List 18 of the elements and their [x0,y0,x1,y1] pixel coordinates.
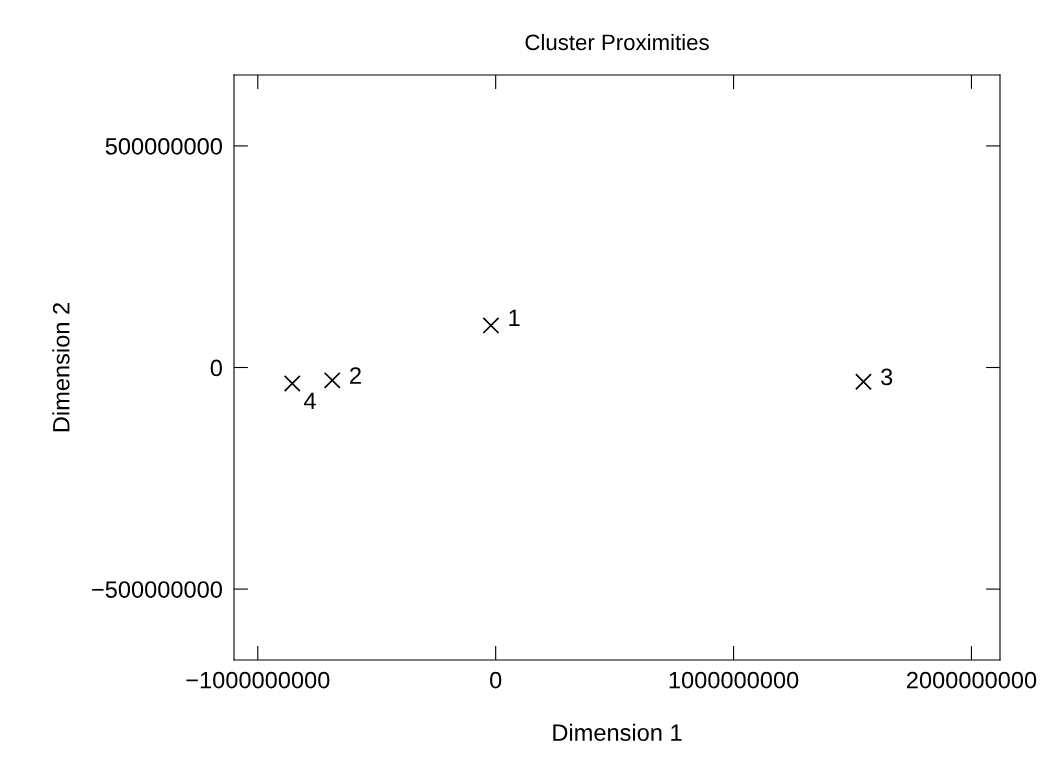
chart-title: Cluster Proximities [525,33,709,51]
x-axis-title: Dimension 1 [553,723,682,742]
point [482,316,500,334]
point [323,371,341,389]
annotation: 4 [303,392,316,409]
annotation: 2 [350,367,361,384]
y-tick-label: −500000000 [92,581,222,598]
x-tick-label: 0 [490,671,502,689]
point [283,375,301,392]
y-tick-label: 0 [210,359,222,377]
point [855,373,872,391]
x-tick-label: 2000000000 [906,671,1037,689]
x-tick-label: 1000000000 [669,671,799,689]
y-tick-label: 500000000 [105,137,222,155]
x-tick-label: −1000000000 [186,671,330,689]
annotation: 3 [881,368,893,386]
annotation: 1 [509,309,520,326]
y-axis-title: Dimension 2 [52,303,70,432]
